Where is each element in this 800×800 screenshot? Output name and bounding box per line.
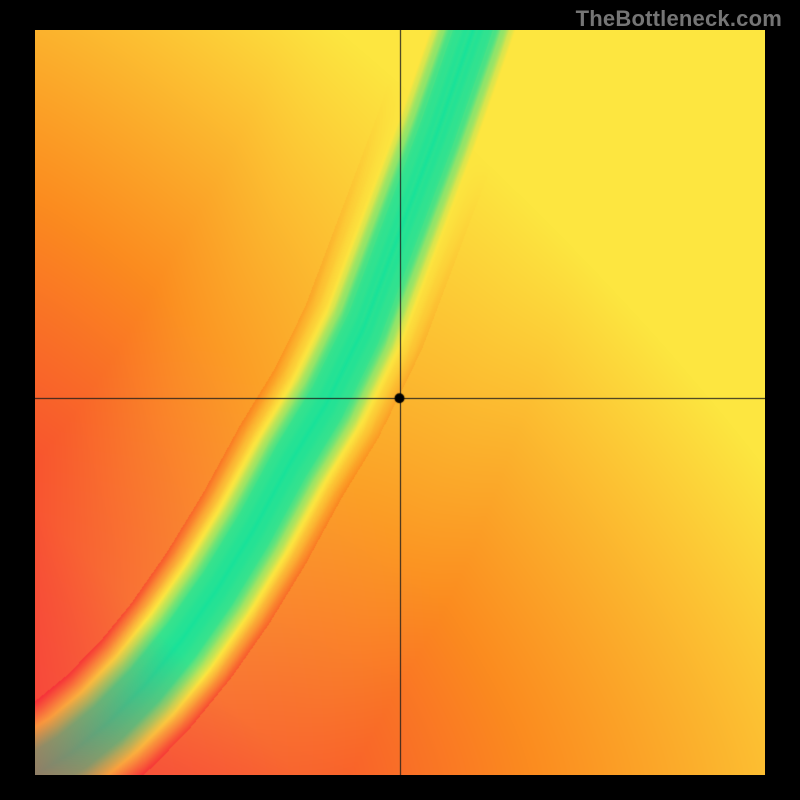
heatmap-canvas [35,30,765,775]
watermark-text: TheBottleneck.com [576,6,782,32]
heatmap-plot [35,30,765,775]
